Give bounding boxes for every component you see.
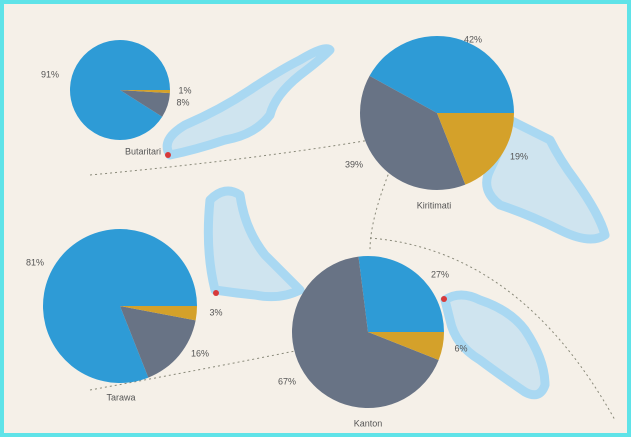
slice-label: 42% xyxy=(464,34,482,44)
slice-label: 8% xyxy=(176,97,189,107)
pie-slice xyxy=(369,36,514,114)
slice-label: 67% xyxy=(278,376,296,386)
pie-slice xyxy=(437,113,514,185)
pie-title: Kanton xyxy=(354,418,383,428)
location-dot xyxy=(165,152,171,158)
pie-slice xyxy=(120,90,170,117)
slice-label: 27% xyxy=(431,269,449,279)
island xyxy=(440,290,550,400)
island xyxy=(203,186,305,302)
location-dot xyxy=(441,296,447,302)
slice-label: 3% xyxy=(209,307,222,317)
slice-label: 39% xyxy=(345,159,363,169)
pie-slice xyxy=(368,332,444,360)
pie-title: Butaritari xyxy=(125,146,161,156)
island xyxy=(482,115,610,244)
pie-slice xyxy=(120,306,197,321)
pie-title: Tarawa xyxy=(106,392,135,402)
pie-title: Kiritimati xyxy=(417,200,452,210)
pie-slice xyxy=(120,306,196,378)
slice-label: 81% xyxy=(26,257,44,267)
slice-label: 16% xyxy=(191,348,209,358)
slice-label: 6% xyxy=(454,343,467,353)
pie-slice xyxy=(292,256,439,408)
pie-slice xyxy=(120,90,170,94)
pie-slice xyxy=(359,75,466,190)
pie-slice xyxy=(358,256,444,332)
route xyxy=(369,169,391,251)
island xyxy=(162,44,335,160)
slice-label: 91% xyxy=(41,69,59,79)
location-dot xyxy=(213,290,219,296)
slice-label: 19% xyxy=(510,151,528,161)
slice-label: 1% xyxy=(178,85,191,95)
route xyxy=(89,139,371,176)
pie-slice xyxy=(43,229,198,384)
pie-slice xyxy=(70,40,170,141)
